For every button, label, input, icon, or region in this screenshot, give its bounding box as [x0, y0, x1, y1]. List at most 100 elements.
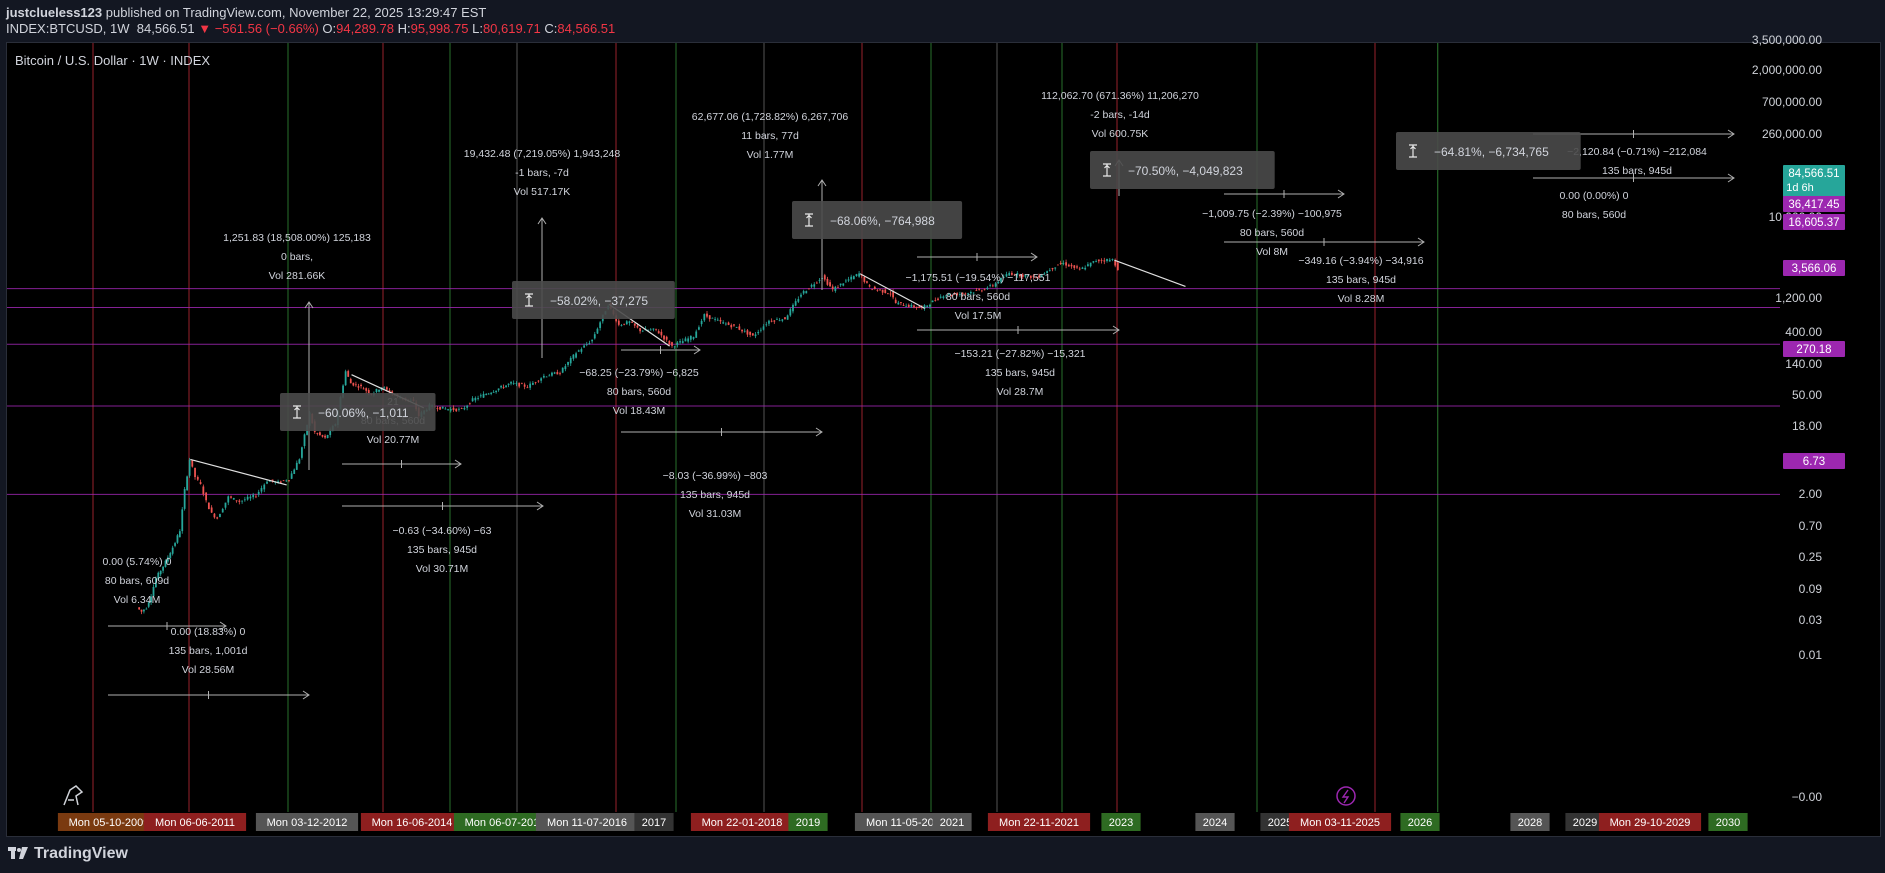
drawdown-box	[280, 393, 436, 431]
candle	[290, 473, 293, 479]
candle	[823, 275, 826, 280]
measure-label: 0 bars,	[281, 251, 313, 263]
candle	[466, 405, 469, 408]
candle	[561, 367, 564, 373]
measure-label: −0.63 (−34.60%) −63	[393, 525, 492, 537]
candle	[617, 320, 620, 325]
price-badge-label: 16,605.37	[1788, 217, 1839, 229]
candle	[520, 383, 523, 385]
candle	[923, 305, 926, 309]
footer	[0, 840, 1885, 873]
y-tick-label: 400.00	[1785, 325, 1822, 339]
candle	[1046, 271, 1049, 274]
candle	[367, 390, 370, 394]
candle	[199, 482, 202, 484]
candle	[1067, 264, 1070, 267]
measure-label: 80 bars, 560d	[607, 386, 671, 398]
candle	[681, 341, 684, 344]
candle	[556, 372, 559, 375]
drawdown-label: −68.06%, −764,988	[830, 214, 935, 228]
x-tick-label: 2029	[1573, 817, 1597, 829]
x-axis-chip	[1565, 813, 1605, 831]
candle	[805, 291, 808, 294]
measure-label: 135 bars, 945d	[985, 367, 1055, 379]
candle	[342, 385, 344, 398]
candle	[751, 333, 754, 336]
x-axis-chip	[453, 813, 557, 831]
candle	[230, 496, 232, 498]
price-badge-label: 3,566.06	[1792, 263, 1837, 275]
candle	[194, 467, 196, 478]
candle	[383, 387, 386, 389]
candle	[526, 387, 529, 389]
candle	[583, 345, 585, 348]
y-tick-label: 50.00	[1792, 388, 1822, 402]
candle	[1100, 260, 1103, 262]
measure-label: 135 bars, 1,001d	[169, 645, 248, 657]
x-tick-label: 2021	[940, 817, 964, 829]
candle	[500, 385, 502, 388]
tradingview-logo[interactable]: TradingView	[8, 845, 128, 863]
candle	[352, 382, 355, 386]
candle	[301, 447, 303, 458]
candle	[150, 596, 153, 603]
x-axis-chip	[1400, 813, 1440, 831]
candle	[931, 300, 934, 303]
candle	[1013, 274, 1016, 276]
x-tick-label: Mon 03-11-2025	[1300, 817, 1380, 829]
candle	[243, 499, 246, 501]
y-tick-label: 0.70	[1799, 519, 1823, 533]
x-axis-chip	[788, 813, 828, 831]
candle	[1108, 259, 1111, 262]
candle	[910, 304, 913, 307]
candle	[1076, 266, 1078, 268]
publish-info: published on TradingView.com, November 2…	[105, 5, 487, 20]
drawdown-box	[792, 201, 963, 239]
measure-label: −349.16 (−3.94%) −34,916	[1298, 255, 1423, 267]
candle	[249, 496, 252, 499]
candle	[452, 407, 455, 411]
chart-frame[interactable]	[6, 42, 1881, 837]
x-axis-chip	[255, 813, 359, 831]
candle	[266, 481, 268, 484]
candle	[548, 375, 551, 377]
author-name[interactable]: justclueless123	[6, 5, 103, 20]
measure-label: Vol 1.77M	[747, 149, 794, 161]
candle	[647, 329, 649, 331]
candle	[238, 500, 241, 502]
high-value: 95,998.75	[410, 21, 469, 36]
candle	[768, 320, 770, 324]
candle	[945, 295, 948, 297]
chart-canvas[interactable]: 0.00 (5.74%) 0 80 bars, 609d Vol 6.34M 0.00…	[0, 0, 1885, 840]
candle	[762, 326, 765, 330]
candle	[902, 305, 905, 306]
candle	[994, 283, 997, 287]
measure-label: Vol 20.77M	[367, 434, 420, 446]
x-tick-label: 2019	[796, 817, 820, 829]
candle	[1062, 263, 1065, 264]
candle	[303, 434, 306, 446]
candle	[989, 284, 992, 286]
candle	[850, 276, 853, 280]
candle	[778, 320, 781, 322]
candle	[585, 344, 588, 346]
candle	[213, 513, 216, 518]
candle	[285, 480, 288, 482]
candle	[388, 390, 391, 393]
open-value: 94,289.78	[336, 21, 394, 36]
measure-icon	[525, 293, 533, 307]
candle	[349, 378, 352, 384]
measure-label: Vol 28.7M	[997, 386, 1044, 398]
x-tick-label: 2026	[1408, 817, 1432, 829]
candle	[1038, 275, 1040, 278]
candle	[1097, 259, 1100, 262]
candle	[468, 403, 471, 405]
measure-label: −1,009.75 (−2.39%) −100,975	[1202, 208, 1342, 220]
candle	[947, 293, 950, 296]
drawdown-label: −58.02%, −37,275	[550, 294, 648, 308]
candle	[855, 274, 858, 277]
candle	[232, 498, 235, 500]
x-axis-chip	[1195, 813, 1235, 831]
candle	[776, 318, 778, 320]
candle	[942, 296, 945, 299]
